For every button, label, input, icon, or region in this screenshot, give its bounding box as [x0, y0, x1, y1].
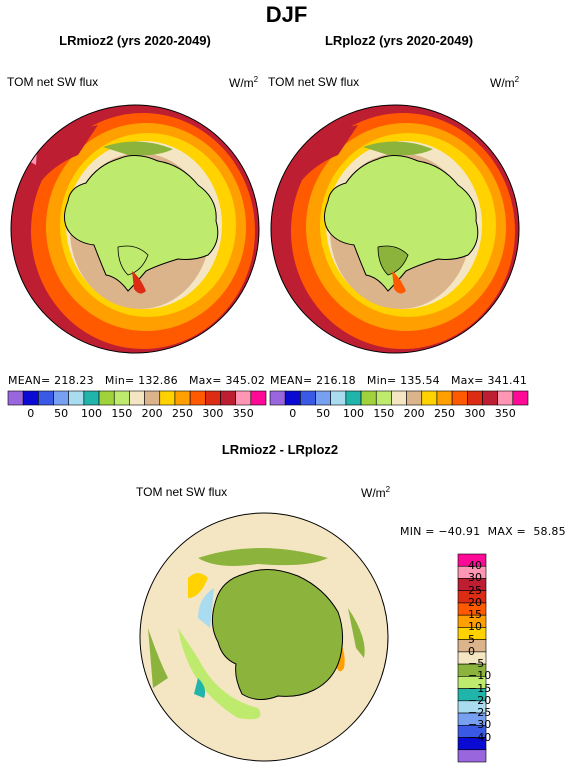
colorbar-tick-label: −10 — [468, 669, 492, 683]
colorbar-tick-label: 300 — [202, 407, 224, 420]
colorbar-tick-label: 0 — [468, 644, 475, 658]
colorbar-tick-label: 20 — [468, 595, 482, 609]
colorbar-difference-ticks: 40 30 25 20 15 10 5 0 −5 −10 −15 −20 −25 −30 −40 — [466, 554, 526, 762]
figure-title: DJF — [265, 2, 308, 27]
colorbar-swatch — [451, 390, 468, 406]
colorbar-tick-label: 150 — [373, 407, 395, 420]
colorbar-tick-label: 350 — [232, 407, 254, 420]
difference-subtitle: LRmioz2 - LRploz2 — [221, 442, 339, 457]
colorbar-swatch — [7, 390, 24, 406]
colorbar-tick-label: −5 — [468, 657, 485, 671]
colorbar-1-ticks: 0 50 100 150 200 250 300 350 — [8, 407, 266, 421]
colorbar-swatch — [345, 390, 362, 406]
colorbar-swatch — [457, 749, 487, 763]
colorbar-swatch — [189, 390, 206, 406]
colorbar-swatch — [250, 390, 267, 406]
colorbar-swatch — [68, 390, 85, 406]
colorbar-swatch — [144, 390, 161, 406]
antarctica-outline-1 — [64, 155, 219, 292]
colorbar-tick-label: 150 — [111, 407, 133, 420]
panel-1-subtitle: LRmioz2 (yrs 2020-2049) — [59, 33, 211, 48]
colorbar-swatch — [391, 390, 407, 406]
colorbar-swatch — [375, 390, 392, 406]
antarctica-outline-diff — [212, 569, 344, 700]
colorbar-tick-label: 15 — [468, 608, 482, 622]
colorbar-swatch — [98, 390, 115, 406]
colorbar-tick-label: −30 — [468, 718, 492, 732]
panel-1-variable: TOM net SW flux — [7, 75, 99, 89]
colorbar-swatch — [38, 390, 54, 406]
colorbar-difference — [457, 553, 487, 763]
colorbar-swatch — [174, 390, 191, 406]
panel-1-polar-map — [10, 104, 260, 354]
colorbar-swatch — [421, 390, 438, 406]
colorbar-swatch — [269, 390, 286, 406]
colorbar-swatch — [22, 390, 39, 406]
difference-polar-map — [139, 512, 389, 762]
colorbar-swatch — [436, 390, 453, 406]
panel-2-polar-map — [270, 104, 520, 354]
colorbar-tick-label: 10 — [468, 620, 482, 634]
colorbar-swatch — [129, 390, 145, 406]
colorbar-tick-label: 50 — [316, 407, 331, 420]
colorbar-tick-label: −25 — [468, 706, 492, 720]
colorbar-tick-label: −20 — [468, 693, 492, 707]
colorbar-swatch — [360, 390, 377, 406]
colorbar-tick-label: 100 — [342, 407, 364, 420]
colorbar-tick-label: 100 — [80, 407, 102, 420]
colorbar-swatch — [330, 390, 347, 406]
panel-1-units: W/m2 — [229, 75, 259, 90]
colorbar-swatch — [482, 390, 498, 406]
colorbar-tick-label: 0 — [27, 407, 35, 420]
colorbar-swatch — [204, 390, 221, 406]
colorbar-swatch — [53, 390, 70, 406]
colorbar-swatch — [406, 390, 423, 406]
colorbar-tick-label: 40 — [468, 559, 482, 573]
colorbar-swatch — [235, 390, 252, 406]
colorbar-tick-label: −40 — [468, 730, 492, 744]
colorbar-swatch — [113, 390, 130, 406]
colorbar-tick-label: 25 — [468, 583, 482, 597]
colorbar-swatch — [300, 390, 316, 406]
colorbar-tick-label: 250 — [434, 407, 456, 420]
colorbar-2-ticks: 0 50 100 150 200 250 300 350 — [270, 407, 528, 421]
colorbar-swatch — [159, 390, 176, 406]
colorbar-tick-label: 300 — [464, 407, 486, 420]
difference-minmax: MIN = −40.91 MAX = 58.85 — [400, 525, 566, 538]
antarctica-outline-2 — [324, 155, 479, 292]
colorbar-swatch — [466, 390, 483, 406]
panel-2-subtitle: LRploz2 (yrs 2020-2049) — [324, 33, 474, 48]
panel-2-variable: TOM net SW flux — [268, 75, 360, 89]
colorbar-swatch — [315, 390, 332, 406]
colorbar-tick-label: 350 — [494, 407, 516, 420]
difference-units: W/m2 — [361, 485, 391, 500]
colorbar-swatch — [497, 390, 514, 406]
panel-2-stats: MEAN= 216.18 Min= 135.54 Max= 341.41 — [270, 374, 528, 387]
colorbar-tick-label: 250 — [172, 407, 194, 420]
panel-2-units: W/m2 — [490, 75, 520, 90]
difference-variable: TOM net SW flux — [136, 485, 228, 499]
colorbar-swatch — [220, 390, 236, 406]
colorbar-swatch — [512, 390, 529, 406]
colorbar-tick-label: 200 — [403, 407, 425, 420]
colorbar-tick-label: 50 — [54, 407, 69, 420]
colorbar-tick-label: 5 — [468, 632, 475, 646]
colorbar-tick-label: −15 — [468, 681, 492, 695]
colorbar-tick-label: 0 — [289, 407, 297, 420]
panel-1-stats: MEAN= 218.23 Min= 132.86 Max= 345.02 — [8, 374, 266, 387]
colorbar-swatch — [83, 390, 100, 406]
colorbar-tick-label: 30 — [468, 571, 482, 585]
colorbar-panel-2 — [269, 390, 529, 406]
colorbar-tick-label: 200 — [141, 407, 163, 420]
colorbar-swatch — [284, 390, 301, 406]
colorbar-panel-1 — [7, 390, 267, 406]
